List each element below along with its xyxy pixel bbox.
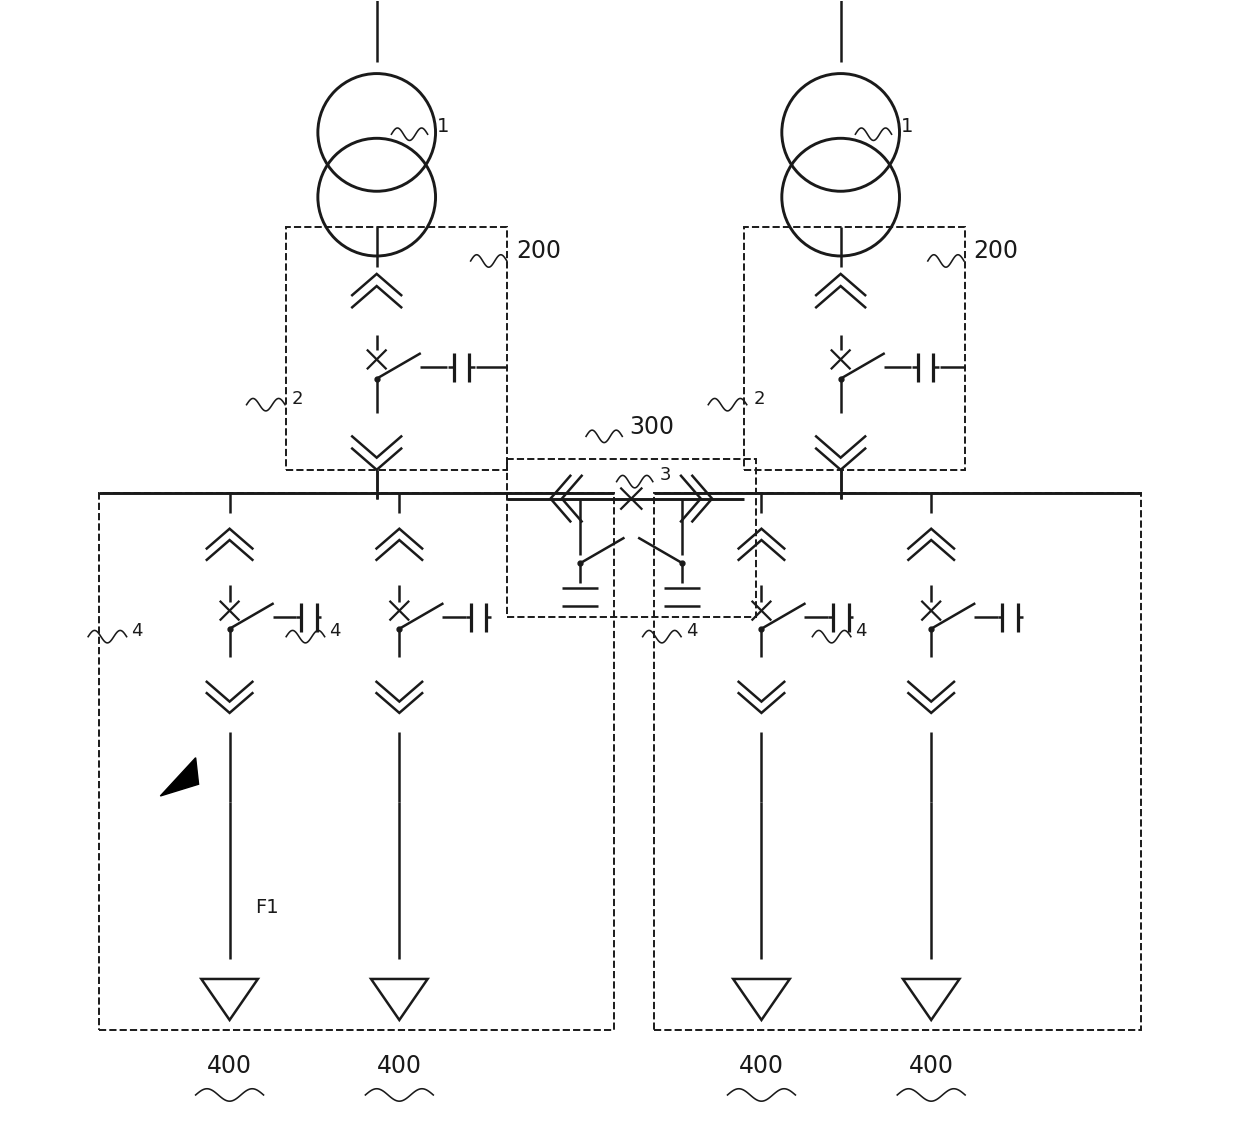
Text: 2: 2: [754, 390, 765, 408]
Text: 400: 400: [739, 1054, 784, 1077]
Bar: [286, 227, 507, 470]
Bar: [99, 493, 614, 1030]
Text: 2: 2: [291, 390, 304, 408]
Bar: [507, 459, 756, 617]
Text: 200: 200: [973, 239, 1018, 263]
Text: 400: 400: [377, 1054, 422, 1077]
Text: 1: 1: [436, 118, 449, 136]
Polygon shape: [160, 758, 198, 796]
Text: 4: 4: [686, 622, 697, 640]
Text: 400: 400: [207, 1054, 252, 1077]
Text: 1: 1: [900, 118, 913, 136]
Bar: [744, 227, 965, 470]
Text: 400: 400: [909, 1054, 954, 1077]
Text: F1: F1: [255, 898, 279, 918]
Text: 4: 4: [856, 622, 867, 640]
Text: 200: 200: [516, 239, 560, 263]
Text: 3: 3: [660, 466, 671, 484]
Bar: [653, 493, 1141, 1030]
Text: 300: 300: [629, 415, 675, 438]
Text: 4: 4: [329, 622, 341, 640]
Text: 4: 4: [131, 622, 143, 640]
